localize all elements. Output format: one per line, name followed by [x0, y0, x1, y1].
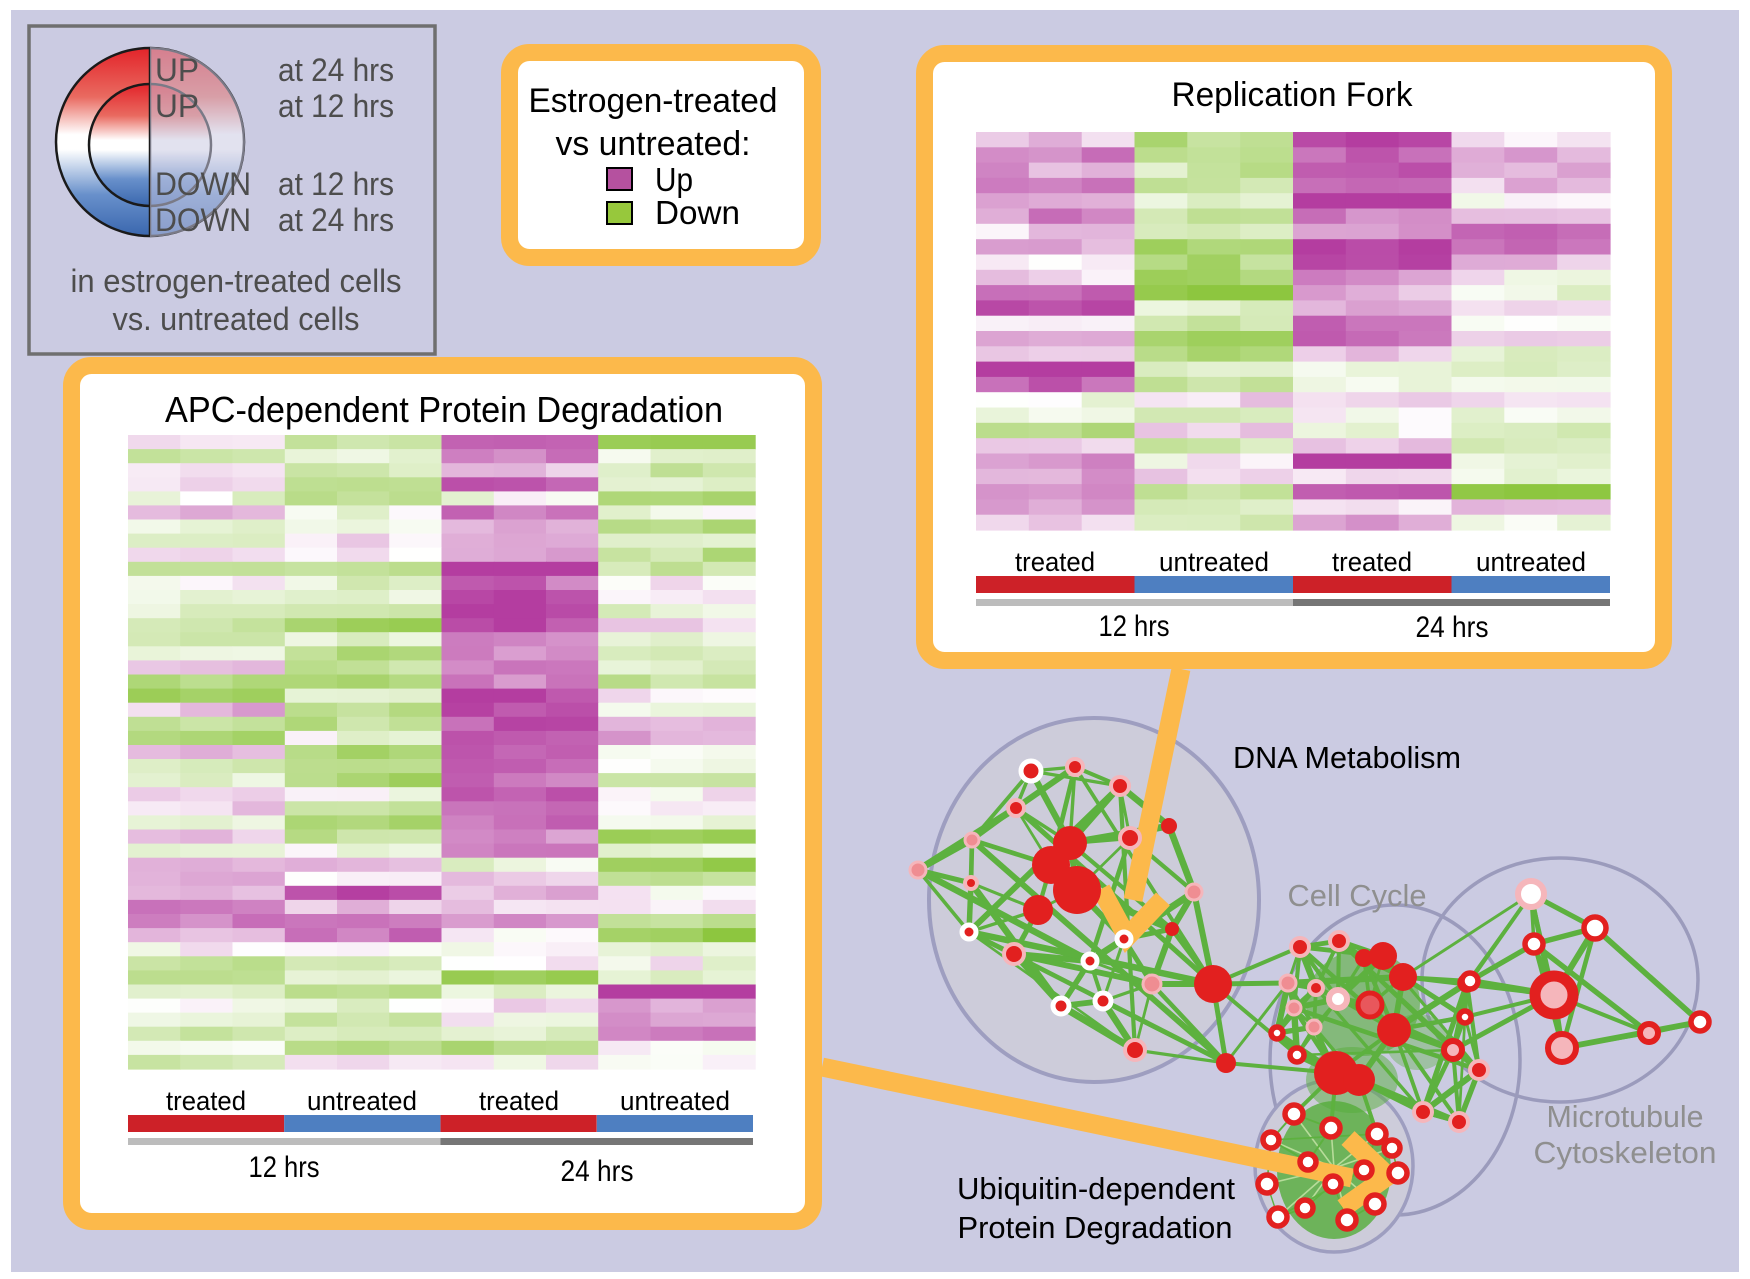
svg-text:DNA Metabolism: DNA Metabolism — [1233, 740, 1461, 775]
svg-text:Protein Degradation: Protein Degradation — [958, 1210, 1233, 1245]
svg-text:24 hrs: 24 hrs — [1416, 611, 1489, 644]
svg-text:treated: treated — [1332, 547, 1412, 577]
svg-text:at 24 hrs: at 24 hrs — [278, 52, 394, 88]
svg-text:at 12 hrs: at 12 hrs — [278, 166, 394, 202]
svg-text:untreated: untreated — [1476, 547, 1586, 577]
svg-text:at 24 hrs: at 24 hrs — [278, 202, 394, 238]
svg-text:Cell Cycle: Cell Cycle — [1288, 878, 1427, 913]
svg-text:vs. untreated cells: vs. untreated cells — [113, 301, 360, 337]
svg-text:APC-dependent Protein Degradat: APC-dependent Protein Degradation — [165, 389, 723, 430]
svg-text:Estrogen-treated: Estrogen-treated — [529, 82, 778, 120]
svg-text:12 hrs: 12 hrs — [1099, 610, 1170, 643]
svg-text:Replication Fork: Replication Fork — [1172, 76, 1414, 114]
svg-text:in estrogen-treated cells: in estrogen-treated cells — [71, 263, 402, 299]
svg-text:UP: UP — [155, 52, 199, 88]
svg-text:Up: Up — [655, 161, 693, 198]
svg-text:at 12 hrs: at 12 hrs — [278, 88, 394, 124]
svg-text:Microtubule: Microtubule — [1547, 1099, 1704, 1134]
svg-text:DOWN: DOWN — [155, 202, 251, 238]
svg-text:vs untreated:: vs untreated: — [556, 125, 751, 163]
svg-text:Ubiquitin-dependent: Ubiquitin-dependent — [957, 1171, 1235, 1206]
svg-text:Cytoskeleton: Cytoskeleton — [1534, 1135, 1717, 1170]
svg-text:treated: treated — [1015, 547, 1095, 577]
svg-text:treated: treated — [166, 1086, 246, 1116]
svg-text:24 hrs: 24 hrs — [561, 1155, 634, 1188]
svg-text:UP: UP — [155, 88, 199, 124]
svg-text:DOWN: DOWN — [155, 166, 251, 202]
svg-text:untreated: untreated — [1159, 547, 1269, 577]
svg-text:untreated: untreated — [620, 1086, 730, 1116]
svg-text:untreated: untreated — [307, 1086, 417, 1116]
svg-text:12 hrs: 12 hrs — [249, 1151, 320, 1184]
svg-text:treated: treated — [479, 1086, 559, 1116]
svg-text:Down: Down — [655, 194, 740, 231]
